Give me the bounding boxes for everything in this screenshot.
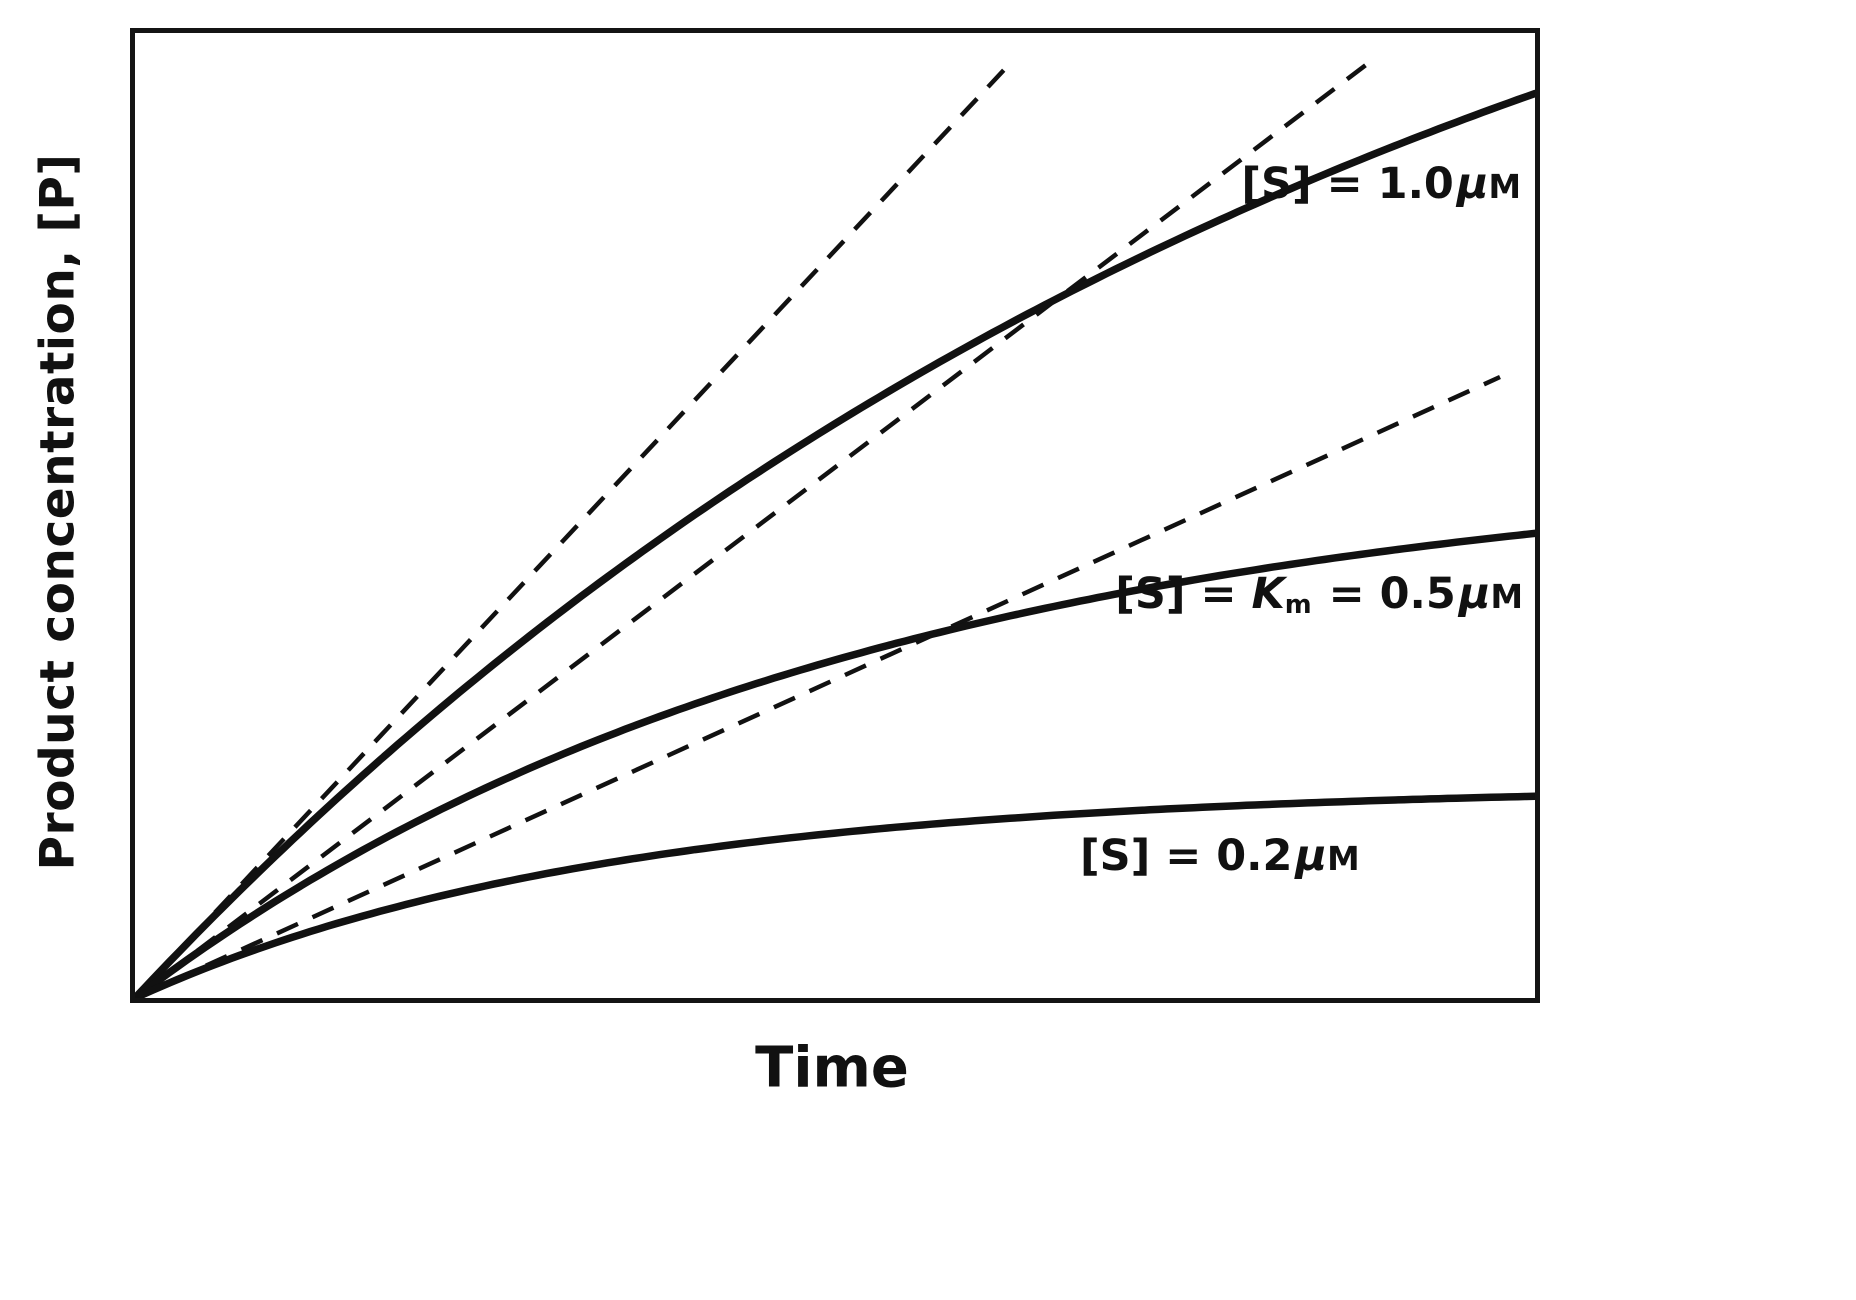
series-label-0.2uM: [S] = 0.2μM: [1080, 835, 1360, 878]
series-label-km-0.5uM: [S] = Km = 0.5μM: [1115, 573, 1523, 618]
initial-velocity-tangent-1: [135, 60, 1014, 998]
series-label-text: [S] =: [1115, 569, 1252, 619]
mu-symbol: μ: [1456, 159, 1489, 209]
km-variable: K: [1251, 569, 1285, 619]
mu-symbol: μ: [1458, 569, 1491, 619]
mu-symbol: μ: [1295, 831, 1328, 881]
series-label-text: [S] = 1.0: [1241, 159, 1454, 209]
progress-curve-2: [135, 529, 1535, 998]
x-axis-label: Time: [755, 1035, 909, 1101]
progress-curve-3: [135, 792, 1535, 998]
series-label-text: [S] = 0.2: [1080, 831, 1293, 881]
unit-molar: M: [1490, 578, 1523, 616]
unit-molar: M: [1488, 168, 1521, 206]
km-subscript: m: [1284, 589, 1312, 620]
series-label-text: = 0.5: [1313, 569, 1456, 619]
progress-curve-1: [135, 89, 1535, 998]
initial-velocity-tangent-3: [135, 374, 1501, 998]
series-label-1.0uM: [S] = 1.0μM: [1241, 163, 1521, 206]
chart-canvas: [135, 60, 1535, 998]
y-axis-label: Product concentration, [P]: [30, 153, 86, 871]
initial-velocity-tangent-2: [135, 60, 1372, 998]
unit-molar: M: [1327, 840, 1360, 878]
plot-area: [S] = 1.0μM [S] = Km = 0.5μM [S] = 0.2μM: [130, 28, 1540, 1003]
